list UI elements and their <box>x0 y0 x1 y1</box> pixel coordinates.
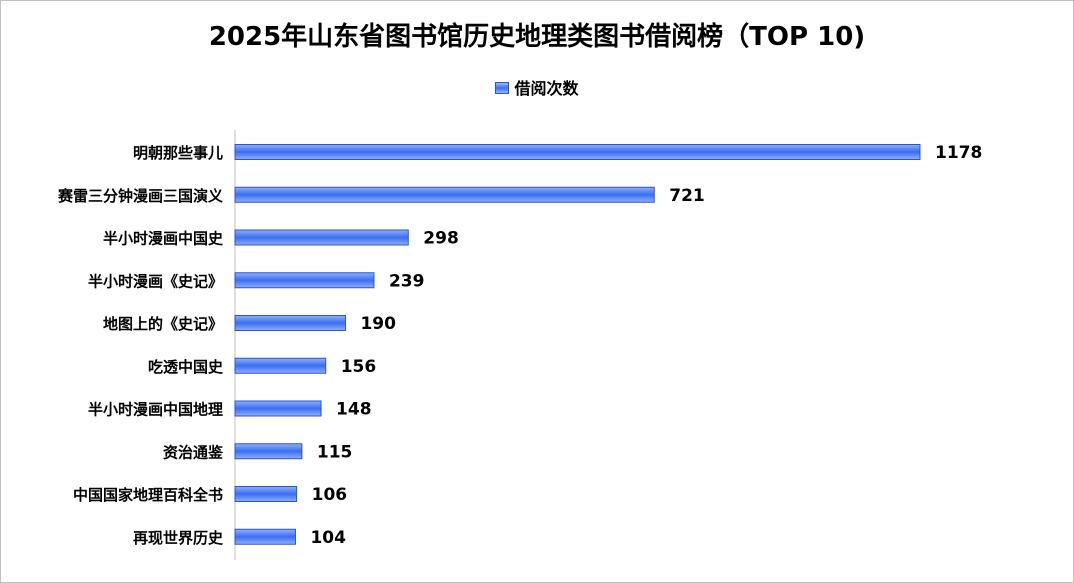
bar <box>234 144 921 160</box>
category-label: 半小时漫画中国地理 <box>88 401 223 419</box>
bar <box>234 486 298 502</box>
value-label: 148 <box>336 400 372 420</box>
bar <box>234 229 409 246</box>
bars-group: 明朝那些事儿 1178 赛雷三分钟漫画三国演义 721 半小时漫画中国史 298 半小时漫画… <box>57 143 982 548</box>
category-label: 地图上的《史记》 <box>103 315 223 333</box>
value-label: 239 <box>389 271 425 291</box>
category-label: 赛雷三分钟漫画三国演义 <box>57 187 223 205</box>
legend-swatch <box>495 82 510 94</box>
bar <box>234 272 375 289</box>
category-label: 资治通鉴 <box>163 443 224 461</box>
category-label: 半小时漫画《史记》 <box>88 272 223 290</box>
bar <box>234 315 346 331</box>
value-label: 106 <box>312 485 348 505</box>
bar <box>234 400 322 417</box>
category-label: 吃透中国史 <box>148 358 224 376</box>
value-label: 156 <box>341 357 377 377</box>
category-label: 再现世界历史 <box>133 529 224 547</box>
category-label: 中国国家地理百科全书 <box>73 486 223 504</box>
bar <box>234 443 303 460</box>
value-label: 115 <box>317 442 353 462</box>
value-label: 104 <box>310 528 346 548</box>
bar <box>234 528 296 545</box>
value-label: 721 <box>669 186 705 206</box>
chart-title: 2025年山东省图书馆历史地理类图书借阅榜（TOP 10) <box>208 22 866 52</box>
bar <box>234 186 655 203</box>
bar <box>234 357 327 374</box>
value-label: 190 <box>360 314 396 334</box>
legend-label: 借阅次数 <box>514 79 579 98</box>
chart-legend: 借阅次数 <box>0 75 1074 99</box>
category-label: 半小时漫画中国史 <box>103 230 224 248</box>
category-label: 明朝那些事儿 <box>133 144 223 162</box>
value-label: 1178 <box>935 143 982 163</box>
value-label: 298 <box>423 229 459 249</box>
